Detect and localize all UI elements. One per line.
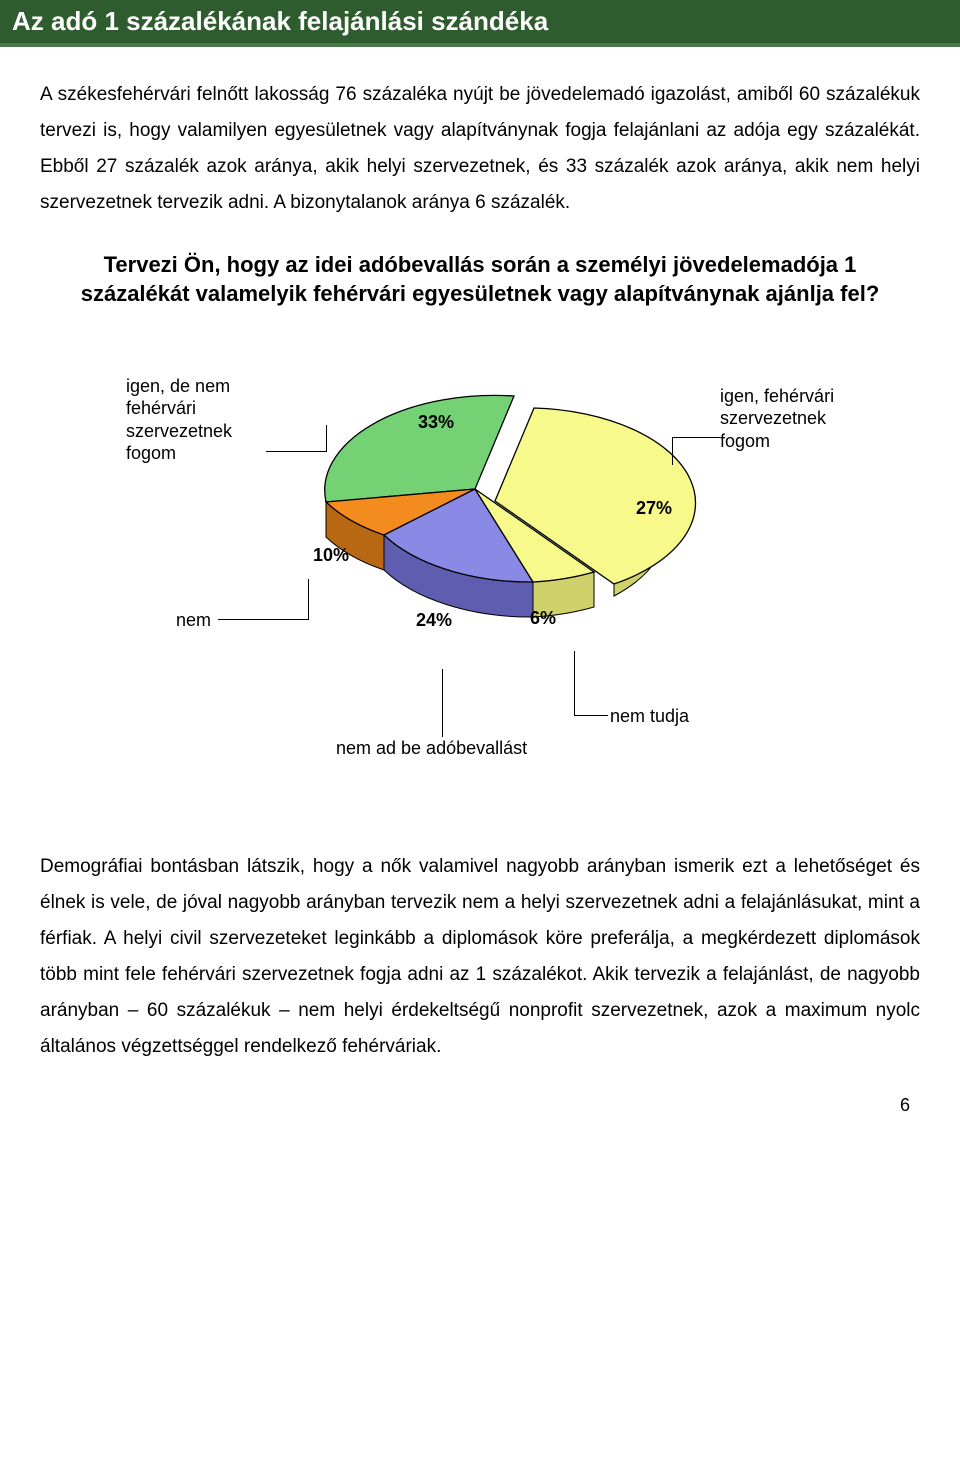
label-no: nem bbox=[176, 609, 211, 632]
page-number: 6 bbox=[40, 1095, 920, 1116]
chart-title: Tervezi Ön, hogy az idei adóbevallás sor… bbox=[80, 251, 880, 308]
label-no-return: nem ad be adóbevallást bbox=[336, 737, 527, 760]
section-title-bar: Az adó 1 százalékának felajánlási szándé… bbox=[0, 0, 960, 47]
pct-label-24: 24% bbox=[416, 609, 452, 632]
pct-label-6: 6% bbox=[530, 607, 556, 630]
pct-label-33: 33% bbox=[418, 411, 454, 434]
pie-chart: 33% 27% 10% 24% 6% igen, de nem fehérvár… bbox=[80, 329, 880, 809]
outro-paragraph: Demográfiai bontásban látszik, hogy a nő… bbox=[40, 849, 920, 1066]
section-title: Az adó 1 százalékának felajánlási szándé… bbox=[12, 6, 948, 37]
pct-label-27: 27% bbox=[636, 497, 672, 520]
label-local: igen, fehérvári szervezetnek fogom bbox=[720, 385, 870, 453]
intro-paragraph: A székesfehérvári felnőtt lakosság 76 sz… bbox=[40, 77, 920, 221]
label-dont-know: nem tudja bbox=[610, 705, 689, 728]
pie-chart-svg bbox=[280, 339, 700, 719]
pct-label-10: 10% bbox=[313, 544, 349, 567]
label-not-local: igen, de nem fehérvári szervezetnek fogo… bbox=[126, 375, 266, 465]
